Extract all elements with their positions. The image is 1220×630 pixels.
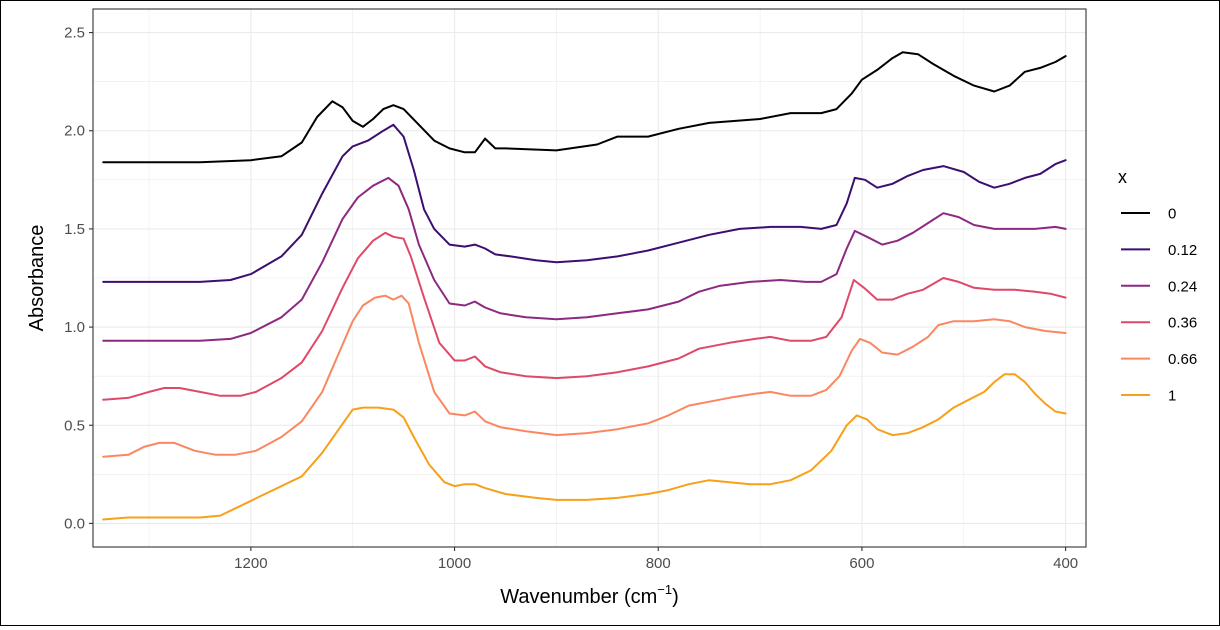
- legend-label-3: 0.36: [1168, 315, 1197, 332]
- series-line-1: [102, 123, 1067, 283]
- series-lines: [102, 51, 1067, 521]
- y-tick-label: 2.5: [64, 25, 85, 42]
- x-axis-title-superscript: −1: [657, 582, 672, 597]
- y-tick-label: 1.5: [64, 221, 85, 238]
- panel-border: [92, 8, 1087, 548]
- grid: [93, 9, 1086, 547]
- y-tick-label: 0.0: [64, 515, 85, 532]
- x-tick-label: 1200: [234, 555, 267, 572]
- x-tick-label: 400: [1053, 555, 1078, 572]
- legend-label-5: 1: [1168, 388, 1176, 405]
- series-line-5: [102, 373, 1067, 521]
- series-line-0: [102, 51, 1067, 164]
- y-axis: 0.0 0.5 1.0 1.5 2.0 2.5: [64, 25, 93, 532]
- legend-title: x: [1118, 167, 1127, 187]
- x-axis-title: Wavenumber (cm−1): [500, 582, 679, 608]
- y-tick-label: 0.5: [64, 417, 85, 434]
- legend: x 0 0.12 0.24 0.36 0.66 1: [1118, 167, 1197, 405]
- series-line-3: [102, 231, 1067, 401]
- legend-label-4: 0.66: [1168, 351, 1197, 368]
- y-tick-label: 1.0: [64, 319, 85, 336]
- legend-items: 0 0.12 0.24 0.36 0.66 1: [1121, 206, 1197, 405]
- x-tick-label: 600: [849, 555, 874, 572]
- legend-label-2: 0.24: [1168, 278, 1197, 295]
- x-tick-label: 800: [646, 555, 671, 572]
- series-line-2: [102, 176, 1067, 342]
- series-line-4: [102, 294, 1067, 458]
- legend-label-1: 0.12: [1168, 242, 1197, 259]
- legend-label-0: 0: [1168, 206, 1176, 223]
- x-axis-title-main: Wavenumber (cm: [500, 586, 657, 608]
- x-axis: 1200 1000 800 600 400: [234, 547, 1078, 572]
- y-tick-label: 2.0: [64, 123, 85, 140]
- y-axis-title: Absorbance: [26, 225, 48, 332]
- x-axis-title-close: ): [672, 586, 679, 608]
- x-tick-label: 1000: [438, 555, 471, 572]
